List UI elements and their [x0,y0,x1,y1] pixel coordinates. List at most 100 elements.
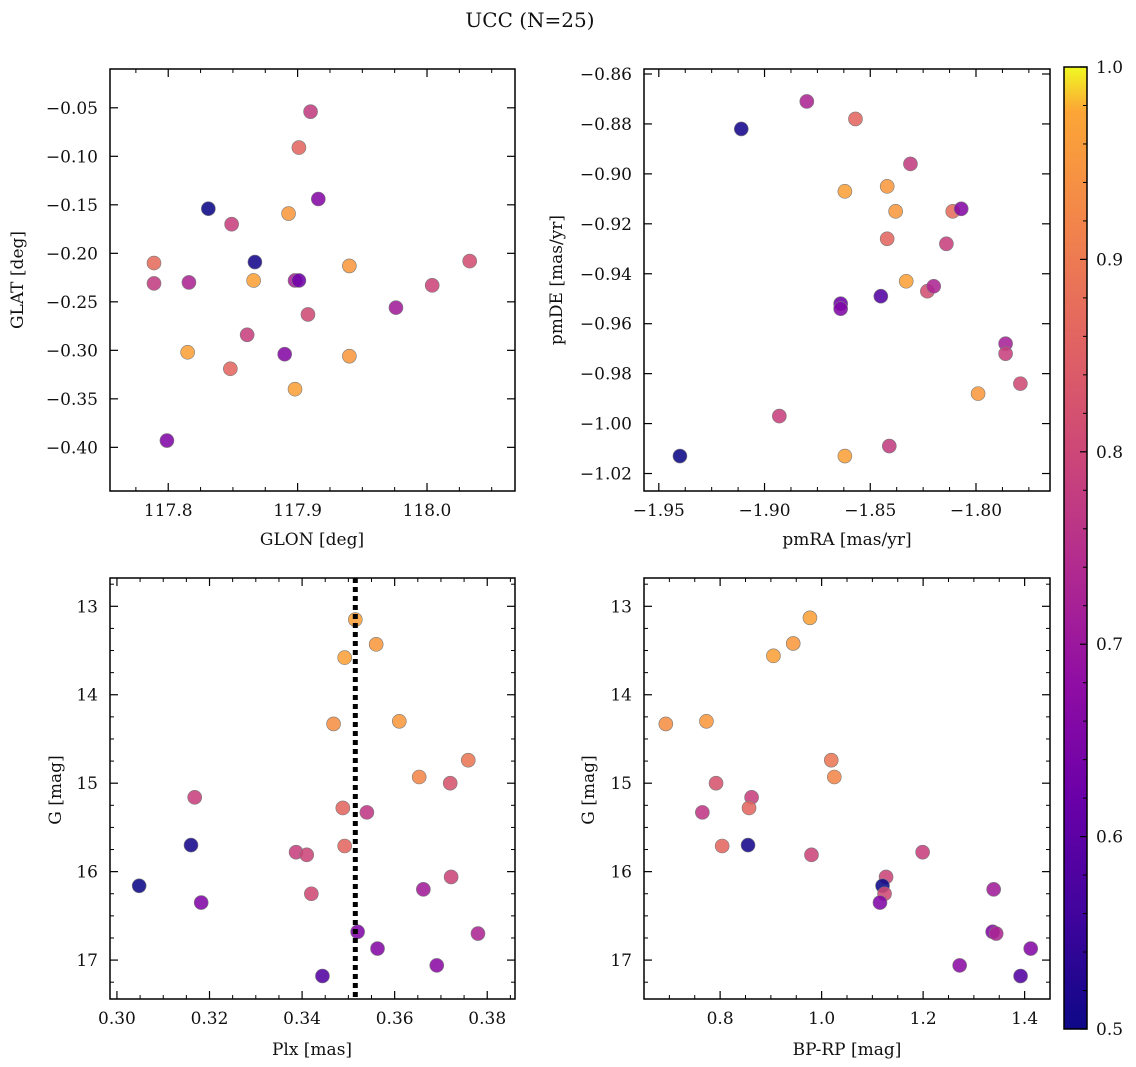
colorbar-tick-label: 0.6 [1096,828,1123,848]
data-point [672,448,688,464]
data-point [658,716,674,732]
panel-pmra-pmde: −1.95 −1.90 −1.85 −1.80 −0.86 −0.88 −0.90 −0.92… [547,65,1051,550]
y-tick-label: −0.20 [46,244,98,264]
colorbar-tick-label: 1.0 [1096,58,1123,78]
axis-ticks: 0.8 1.0 1.2 1.4 13 14 15 16 17 [610,578,1050,1029]
y-tick-label: 16 [76,863,98,883]
axes-frame [643,68,1051,492]
data-point [766,648,781,664]
data-point [424,278,440,293]
data-point [388,300,404,315]
y-tick-label: −0.15 [46,196,98,216]
data-point [326,716,341,732]
y-tick-label: −0.92 [580,215,632,235]
data-point [926,278,941,294]
data-point [131,878,147,894]
y-tick-label: −0.05 [46,99,98,119]
scatter-points [131,578,486,999]
data-point [1023,941,1039,956]
y-tick-label: −0.35 [46,390,98,410]
x-tick-label: 1.2 [910,1009,937,1029]
y-tick-label: 14 [76,686,98,706]
x-tick-label: −1.85 [844,501,896,521]
data-point [281,206,296,221]
y-tick-label: 16 [610,863,632,883]
data-point [368,637,384,652]
data-point [311,191,326,207]
axes-frame [109,577,516,1000]
data-point [998,346,1013,361]
y-tick-label: 17 [610,951,632,971]
y-tick-label: 15 [76,774,98,794]
x-tick-label: 0.8 [707,1009,734,1029]
axis-ticks: 0.30 0.32 0.34 0.36 0.38 13 14 15 16 17 [76,578,515,1029]
data-point [833,301,848,317]
colorbar-gradient-top [1064,67,1087,111]
data-point [785,636,801,651]
data-point [443,869,459,885]
data-point [299,847,315,863]
colorbar-tick-label: 0.5 [1096,1020,1123,1040]
panel-glon-glat: 117.8 117.9 118.0 −0.05 −0.10 −0.15 −0.20 −0.25… [8,68,516,550]
data-point [342,348,357,364]
y-tick-label: 14 [610,686,632,706]
data-point [370,941,385,956]
data-point [183,837,199,853]
data-point [881,438,897,454]
x-tick-label: 1.4 [1011,1009,1038,1029]
data-point [442,775,458,791]
data-point [970,386,986,401]
data-point [337,838,352,854]
data-point [1013,968,1028,984]
y-tick-label: −0.25 [46,293,98,313]
data-point [804,847,819,863]
y-tick-label: −1.00 [580,415,632,435]
colorbar-gradient [1064,110,1087,1029]
scatter-points [658,610,1039,984]
colorbar-tick-label: 0.9 [1096,250,1123,270]
data-point [429,958,445,973]
x-tick-label: 0.34 [283,1009,321,1029]
data-point [903,156,918,172]
y-tick-label: −0.10 [46,147,98,167]
data-point [239,327,255,343]
data-point [193,895,209,910]
y-tick-label: −1.02 [580,465,632,485]
data-point [740,837,756,853]
y-axis-label: pmDE [mas/yr] [547,215,567,345]
data-point [772,408,787,424]
x-tick-label: 0.32 [191,1009,229,1029]
data-point [391,713,407,729]
data-point [246,273,261,288]
data-point [180,344,195,360]
x-tick-label: −1.80 [950,501,1002,521]
data-point [714,838,730,854]
x-tick-label: 0.36 [376,1009,414,1029]
data-point [823,752,839,768]
data-point [952,958,967,973]
data-point [888,204,903,219]
data-point [416,882,431,897]
x-tick-label: 0.38 [468,1009,506,1029]
data-point [879,179,895,194]
panel-plx-g: 0.30 0.32 0.34 0.36 0.38 13 14 15 16 17 Plx [mas]… [46,577,516,1060]
data-point [837,448,853,464]
y-tick-label: 17 [76,951,98,971]
data-point [359,805,375,820]
data-point [224,216,239,232]
data-point [303,104,318,119]
data-point [337,650,352,665]
data-point [898,273,914,289]
data-point [277,346,292,362]
data-point [462,253,478,269]
data-point [848,111,863,127]
x-tick-label: 117.8 [144,501,193,521]
y-axis-label: G [mag] [46,755,66,824]
data-point [335,800,351,816]
figure-title: UCC (N=25) [465,8,594,32]
data-point [872,895,888,910]
data-point [470,926,486,941]
data-point [460,752,476,768]
data-point [287,381,303,397]
